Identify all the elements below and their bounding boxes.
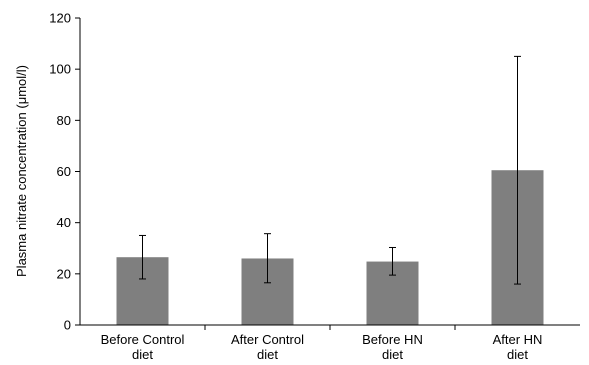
y-tick-label-20: 20 xyxy=(57,266,71,281)
category-label-3-line-0: After HN xyxy=(493,332,543,347)
y-tick-label-100: 100 xyxy=(49,62,71,77)
y-tick-label-80: 80 xyxy=(57,113,71,128)
category-label-1-line-1: diet xyxy=(257,347,278,362)
category-label-2-line-0: Before HN xyxy=(362,332,423,347)
y-tick-label-0: 0 xyxy=(64,318,71,333)
error-bars-group xyxy=(139,55,521,285)
category-label-0-line-0: Before Control xyxy=(101,332,185,347)
category-label-1-line-0: After Control xyxy=(231,332,304,347)
category-label-2-line-1: diet xyxy=(382,347,403,362)
y-tick-label-60: 60 xyxy=(57,164,71,179)
y-tick-label-40: 40 xyxy=(57,215,71,230)
y-axis-title: Plasma nitrate concentration (μmol/l) xyxy=(14,65,29,277)
category-label-3-line-1: diet xyxy=(507,347,528,362)
bars-group xyxy=(116,170,544,325)
y-tick-label-120: 120 xyxy=(49,11,71,26)
category-label-0-line-1: diet xyxy=(132,347,153,362)
y-ticks-group: 0 20 40 60 80 100 120 xyxy=(49,11,80,333)
